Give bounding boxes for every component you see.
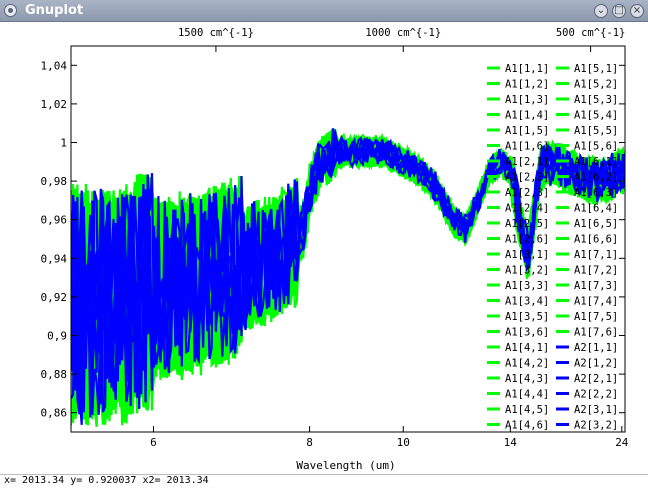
legend-label: A1[4,4]	[505, 389, 549, 401]
legend-label: A1[7,1]	[574, 249, 618, 261]
y-tick-label: 1	[60, 137, 67, 150]
legend-label: A2[2,1]	[574, 373, 618, 385]
maximize-icon[interactable]: □	[612, 4, 626, 18]
legend-label: A2[2,2]	[574, 389, 618, 401]
legend-label: A1[7,4]	[574, 296, 618, 308]
x-tick-label: 6	[150, 436, 157, 449]
status-bar: x= 2013.34 y= 0.920037 x2= 2013.34	[0, 474, 648, 489]
legend-label: A2[1,1]	[574, 342, 618, 354]
y-tick-label: 0,96	[41, 214, 68, 227]
legend-label: A1[6,1]	[574, 156, 618, 168]
legend-label: A1[7,5]	[574, 311, 618, 323]
legend-label: A1[1,1]	[505, 63, 549, 75]
x-axis-label: Wavelength (um)	[296, 459, 395, 472]
legend-label: A1[2,3]	[505, 187, 549, 199]
legend-label: A1[1,4]	[505, 110, 549, 122]
legend-label: A1[7,3]	[574, 280, 618, 292]
close-icon[interactable]: ×	[630, 4, 644, 18]
x2-tick-label: 500 cm^{-1}	[556, 27, 626, 39]
legend: A1[1,1] A1[1,2] A1[1,3] A1[1,4] A1[1,5] A1[1,…	[487, 63, 618, 432]
legend-label: A1[3,6]	[505, 327, 549, 339]
plot-canvas[interactable]: A1[1,1] A1[1,2] A1[1,3] A1[1,4] A1[1,5] A1[1,…	[0, 22, 648, 474]
legend-label: A1[2,5]	[505, 218, 549, 230]
legend-label: A1[2,4]	[505, 203, 549, 215]
legend-label: A2[1,2]	[574, 358, 618, 370]
window-title: Gnuplot	[25, 3, 84, 18]
title-bar[interactable]: Gnuplot ⌄ □ ×	[0, 0, 648, 22]
legend-label: A1[3,1]	[505, 249, 549, 261]
legend-label: A1[4,5]	[505, 404, 549, 416]
legend-label: A1[6,2]	[574, 172, 618, 184]
legend-label: A1[3,3]	[505, 280, 549, 292]
legend-label: A1[4,3]	[505, 373, 549, 385]
y-tick-label: 0,98	[41, 175, 68, 188]
app-menu-icon[interactable]	[4, 4, 17, 17]
legend-label: A1[3,4]	[505, 296, 549, 308]
x-tick-label: 10	[397, 436, 410, 449]
legend-label: A1[1,2]	[505, 79, 549, 91]
legend-label: A1[3,5]	[505, 311, 549, 323]
legend-label: A1[5,1]	[574, 63, 618, 75]
legend-label: A1[5,5]	[574, 125, 618, 137]
legend-label: A1[4,1]	[505, 342, 549, 354]
legend-label: A1[5,3]	[574, 94, 618, 106]
legend-label: A1[5,4]	[574, 110, 618, 122]
x-tick-label: 8	[306, 436, 313, 449]
legend-label: A1[6,5]	[574, 218, 618, 230]
legend-label: A1[7,6]	[574, 327, 618, 339]
legend-label: A2[3,2]	[574, 420, 618, 432]
legend-label: A1[2,6]	[505, 234, 549, 246]
legend-label: A1[3,2]	[505, 265, 549, 277]
plot-frame	[70, 45, 626, 433]
x-tick-label: 24	[615, 436, 629, 449]
legend-label: A1[6,4]	[574, 203, 618, 215]
legend-label: A1[2,1]	[505, 156, 549, 168]
legend-label: A1[5,2]	[574, 79, 618, 91]
legend-label: A1[7,2]	[574, 265, 618, 277]
y-tick-label: 0,92	[41, 291, 68, 304]
x-tick-label: 14	[504, 436, 518, 449]
y-tick-label: 1,04	[41, 59, 68, 72]
x2-tick-label: 1000 cm^{-1}	[365, 27, 441, 39]
status-coordinates: x= 2013.34 y= 0.920037 x2= 2013.34	[4, 475, 209, 486]
y-tick-label: 1,02	[41, 98, 68, 111]
legend-label: A1[1,6]	[505, 141, 549, 153]
y-tick-label: 0,88	[41, 368, 68, 381]
legend-label: A1[5,6]	[574, 141, 618, 153]
legend-label: A1[4,6]	[505, 420, 549, 432]
legend-label: A1[1,3]	[505, 94, 549, 106]
series-line	[71, 137, 625, 415]
legend-label: A1[6,3]	[574, 187, 618, 199]
legend-label: A1[1,5]	[505, 125, 549, 137]
axes: 6 8 10 14 24 1500 cm^{-1} 1000 cm^{-1} 500 cm^{…	[41, 27, 629, 449]
x2-tick-label: 1500 cm^{-1}	[178, 27, 254, 39]
legend-label: A2[3,1]	[574, 404, 618, 416]
y-tick-label: 0,9	[47, 330, 67, 343]
y-tick-label: 0,86	[41, 407, 68, 420]
minimize-icon[interactable]: ⌄	[594, 4, 608, 18]
series-layer	[71, 128, 625, 428]
legend-label: A1[4,2]	[505, 358, 549, 370]
legend-label: A1[2,2]	[505, 172, 549, 184]
legend-label: A1[6,6]	[574, 234, 618, 246]
y-tick-label: 0,94	[41, 252, 68, 265]
